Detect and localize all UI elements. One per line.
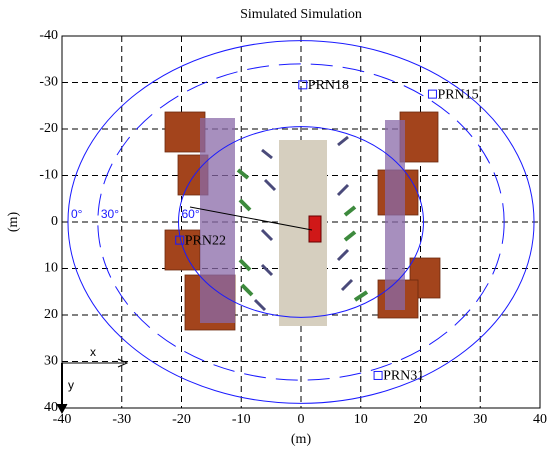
satellite-label: PRN22 bbox=[185, 233, 226, 248]
x-tick-label: -10 bbox=[232, 412, 251, 427]
x-tick-label: -30 bbox=[112, 412, 131, 427]
tree bbox=[238, 258, 252, 272]
x-tick-label: 10 bbox=[354, 412, 368, 427]
building bbox=[164, 111, 206, 153]
car bbox=[336, 248, 350, 262]
car bbox=[337, 135, 349, 147]
building bbox=[399, 111, 439, 163]
car bbox=[340, 278, 354, 292]
car bbox=[260, 228, 274, 242]
arrow-head bbox=[56, 403, 68, 415]
plot-frame bbox=[61, 35, 541, 409]
tree bbox=[238, 198, 252, 212]
y-tick-label: -30 bbox=[39, 75, 58, 90]
tree bbox=[343, 230, 357, 242]
axis-arrows bbox=[56, 358, 129, 415]
satellite-marker bbox=[298, 80, 308, 90]
x-tick-label: 40 bbox=[533, 412, 547, 427]
tree bbox=[240, 283, 254, 297]
ring-label: 60° bbox=[182, 207, 200, 221]
facade bbox=[385, 120, 405, 310]
elevation-ring bbox=[178, 126, 424, 318]
tree bbox=[236, 168, 250, 180]
x-tick-label: 20 bbox=[414, 412, 428, 427]
satellite-label: PRN18 bbox=[308, 78, 349, 93]
y-tick-label: 30 bbox=[44, 354, 58, 369]
car bbox=[336, 183, 350, 197]
annotation: y bbox=[68, 378, 74, 392]
y-tick-label: 20 bbox=[44, 307, 58, 322]
x-axis-label: (m) bbox=[291, 432, 312, 447]
annotation: x bbox=[90, 345, 96, 359]
arrow-head bbox=[117, 358, 129, 368]
elevation-ring bbox=[67, 40, 535, 404]
car bbox=[263, 178, 277, 192]
y-tick-label: -10 bbox=[39, 168, 58, 183]
tree bbox=[353, 290, 369, 302]
ring-label: 30° bbox=[101, 207, 119, 221]
satellite-label: PRN31 bbox=[383, 369, 424, 384]
car bbox=[260, 263, 274, 277]
chart-title: Simulated Simulation bbox=[240, 7, 362, 22]
y-tick-label: 10 bbox=[44, 261, 58, 276]
y-axis-label: (m) bbox=[6, 212, 21, 233]
y-tick-label: -40 bbox=[39, 28, 58, 43]
x-tick-label: -20 bbox=[172, 412, 191, 427]
x-tick-label: -40 bbox=[53, 412, 72, 427]
vehicle bbox=[308, 215, 322, 243]
satellite-marker bbox=[373, 370, 383, 380]
satellite-marker bbox=[427, 89, 437, 99]
scene bbox=[164, 111, 441, 331]
car bbox=[261, 148, 273, 160]
building bbox=[164, 229, 201, 271]
signal-ray bbox=[189, 206, 313, 231]
elevation-ring bbox=[97, 63, 505, 381]
satellite-marker bbox=[175, 235, 185, 245]
x-tick-label: 30 bbox=[473, 412, 487, 427]
y-tick-label: -20 bbox=[39, 121, 58, 136]
ring-label: 0° bbox=[71, 207, 83, 221]
y-tick-label: 40 bbox=[44, 400, 58, 415]
x-tick-label: 0 bbox=[298, 412, 305, 427]
y-tick-label: 0 bbox=[51, 214, 58, 229]
tree bbox=[343, 205, 357, 217]
satellite-label: PRN15 bbox=[437, 87, 478, 102]
car bbox=[253, 298, 267, 312]
